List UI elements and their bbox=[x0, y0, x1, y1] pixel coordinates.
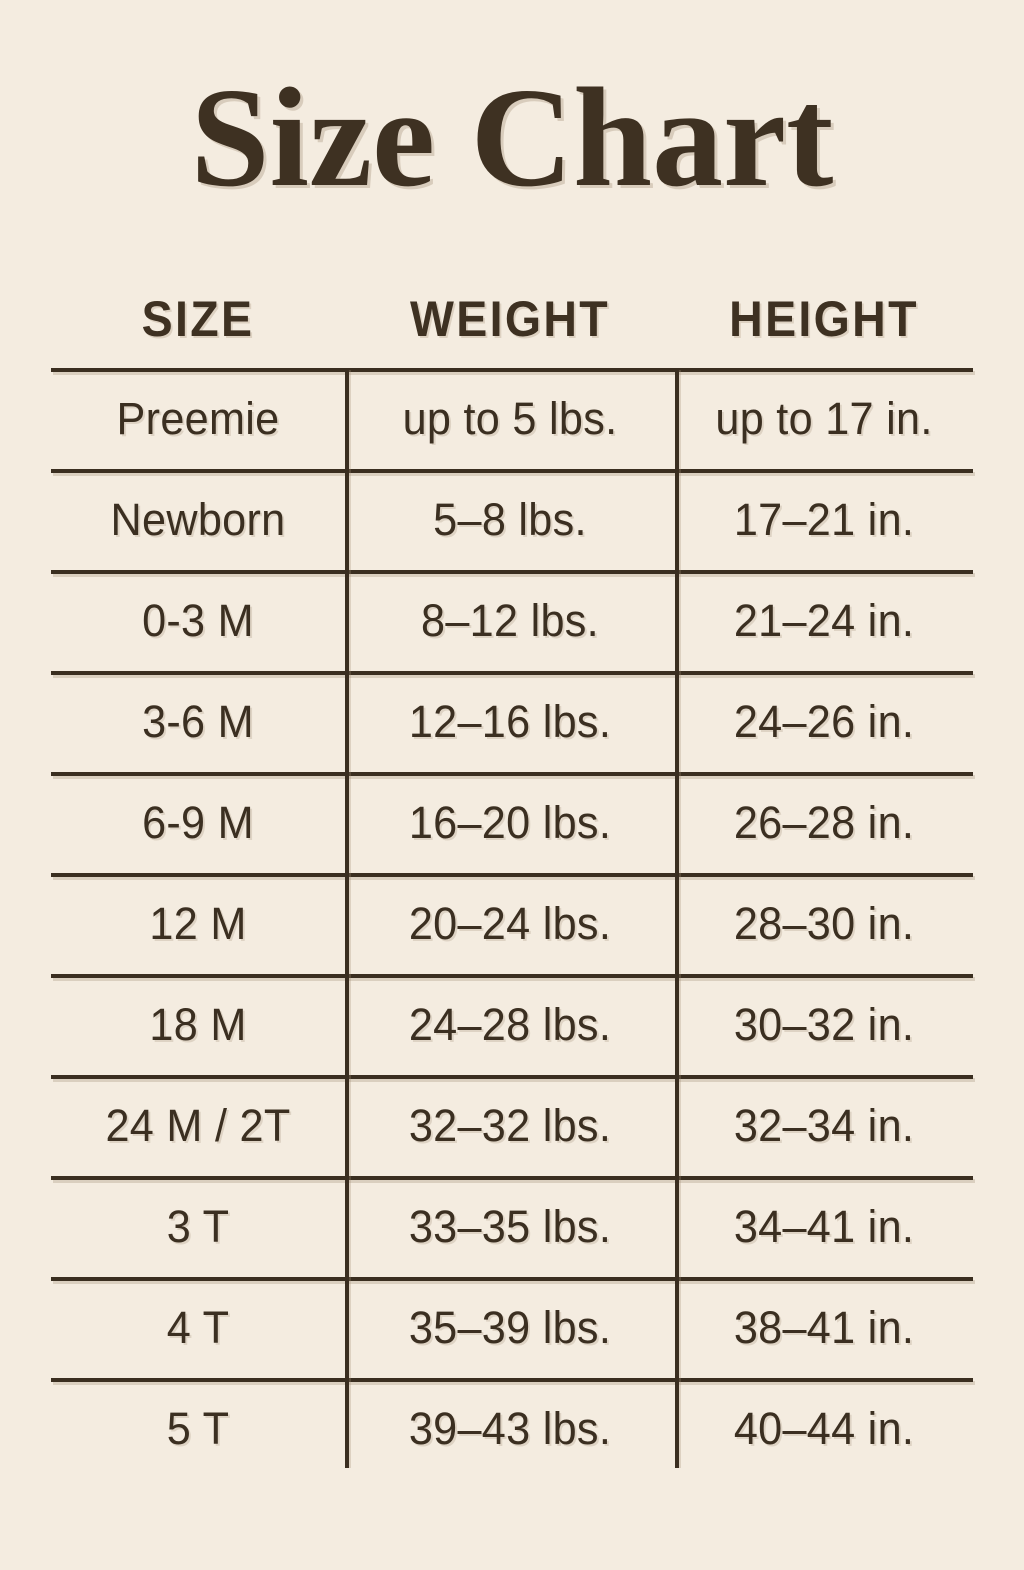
column-header-weight: WEIGHT bbox=[410, 291, 610, 347]
cell-weight: 20–24 lbs. bbox=[408, 897, 612, 949]
cell-weight: 35–39 lbs. bbox=[408, 1301, 612, 1353]
table-row: 3-6 M 12–16 lbs. 24–26 in. bbox=[51, 671, 973, 772]
cell-height: 32–34 in. bbox=[733, 1099, 915, 1151]
table-row: Newborn 5–8 lbs. 17–21 in. bbox=[51, 469, 973, 570]
cell-size: 3 T bbox=[166, 1200, 230, 1252]
column-header-size: SIZE bbox=[141, 291, 255, 347]
cell-height: 17–21 in. bbox=[733, 493, 915, 545]
cell-weight: 32–32 lbs. bbox=[408, 1099, 612, 1151]
cell-size: 12 M bbox=[149, 897, 247, 949]
cell-size: 24 M / 2T bbox=[105, 1099, 291, 1151]
cell-height: up to 17 in. bbox=[715, 392, 933, 444]
cell-height: 38–41 in. bbox=[733, 1301, 915, 1353]
cell-size: 18 M bbox=[149, 998, 247, 1050]
cell-height: 28–30 in. bbox=[733, 897, 915, 949]
cell-height: 34–41 in. bbox=[733, 1200, 915, 1252]
cell-weight: 8–12 lbs. bbox=[421, 594, 599, 646]
cell-size: Preemie bbox=[116, 392, 280, 444]
cell-size: 4 T bbox=[166, 1301, 230, 1353]
cell-weight: 24–28 lbs. bbox=[408, 998, 612, 1050]
page-title: Size Chart bbox=[190, 58, 834, 216]
table-row: Preemie up to 5 lbs. up to 17 in. bbox=[51, 368, 973, 469]
table-row: 12 M 20–24 lbs. 28–30 in. bbox=[51, 873, 973, 974]
table-header-row: SIZE WEIGHT HEIGHT bbox=[51, 270, 973, 368]
table-row: 18 M 24–28 lbs. 30–32 in. bbox=[51, 974, 973, 1075]
cell-weight: up to 5 lbs. bbox=[402, 392, 618, 444]
cell-weight: 16–20 lbs. bbox=[408, 796, 612, 848]
cell-height: 24–26 in. bbox=[733, 695, 915, 747]
cell-weight: 33–35 lbs. bbox=[408, 1200, 612, 1252]
cell-height: 21–24 in. bbox=[733, 594, 915, 646]
cell-weight: 5–8 lbs. bbox=[433, 493, 587, 545]
column-header-height: HEIGHT bbox=[729, 291, 919, 347]
cell-size: Newborn bbox=[110, 493, 286, 545]
cell-size: 6-9 M bbox=[142, 796, 254, 848]
table-row: 3 T 33–35 lbs. 34–41 in. bbox=[51, 1176, 973, 1277]
table-row: 6-9 M 16–20 lbs. 26–28 in. bbox=[51, 772, 973, 873]
cell-height: 40–44 in. bbox=[733, 1402, 915, 1454]
table-row: 5 T 39–43 lbs. 40–44 in. bbox=[51, 1378, 973, 1479]
table-row: 4 T 35–39 lbs. 38–41 in. bbox=[51, 1277, 973, 1378]
cell-height: 30–32 in. bbox=[733, 998, 915, 1050]
cell-weight: 39–43 lbs. bbox=[408, 1402, 612, 1454]
cell-size: 3-6 M bbox=[142, 695, 254, 747]
cell-weight: 12–16 lbs. bbox=[408, 695, 612, 747]
size-chart-page: Size Chart SIZE WEIGHT HEIGHT Preemie up… bbox=[51, 58, 973, 1479]
table-row: 24 M / 2T 32–32 lbs. 32–34 in. bbox=[51, 1075, 973, 1176]
size-chart-table: SIZE WEIGHT HEIGHT Preemie up to 5 lbs. … bbox=[51, 270, 973, 1479]
cell-size: 5 T bbox=[166, 1402, 230, 1454]
cell-size: 0-3 M bbox=[142, 594, 254, 646]
table-row: 0-3 M 8–12 lbs. 21–24 in. bbox=[51, 570, 973, 671]
cell-height: 26–28 in. bbox=[733, 796, 915, 848]
